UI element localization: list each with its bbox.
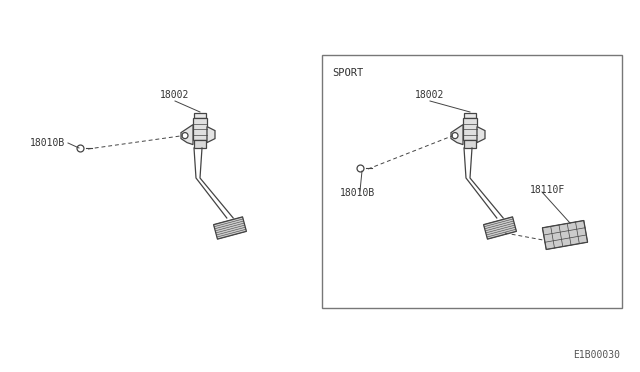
Circle shape (452, 132, 458, 139)
Text: 18002: 18002 (160, 90, 189, 100)
Bar (464, 113, 476, 118)
Bar (194, 140, 206, 148)
Text: 18010B: 18010B (30, 138, 65, 148)
Text: E1B00030: E1B00030 (573, 350, 620, 360)
Circle shape (182, 132, 188, 139)
Text: 18002: 18002 (415, 90, 445, 100)
Polygon shape (181, 125, 193, 145)
Polygon shape (451, 125, 463, 145)
Polygon shape (543, 221, 588, 250)
Text: 18010B: 18010B (340, 188, 375, 198)
Bar (194, 113, 206, 118)
Polygon shape (477, 126, 485, 142)
Bar (193, 118, 207, 140)
Text: 18110F: 18110F (530, 185, 565, 195)
Bar (463, 118, 477, 140)
Bar (464, 140, 476, 148)
Bar (322, 55, 622, 308)
Polygon shape (214, 217, 246, 239)
Polygon shape (484, 217, 516, 239)
Polygon shape (207, 126, 215, 142)
Text: SPORT: SPORT (332, 68, 364, 78)
